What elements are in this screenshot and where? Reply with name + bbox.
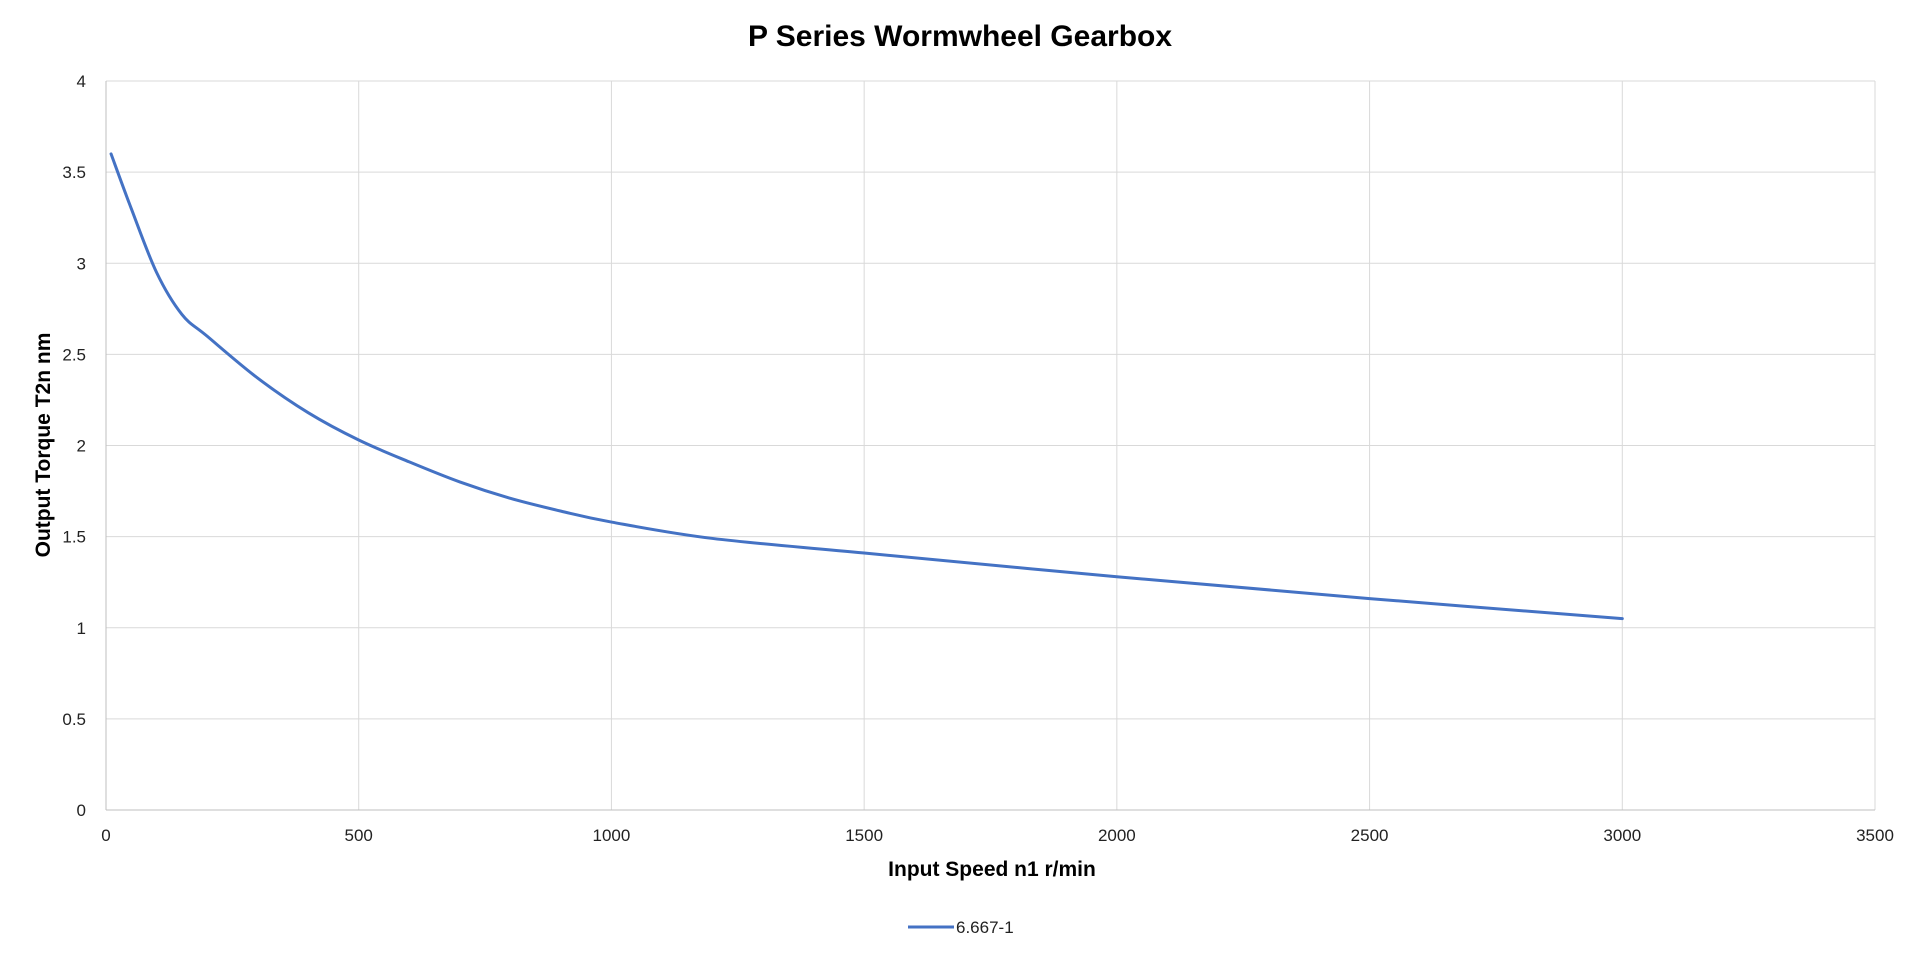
y-tick-label: 1 (77, 619, 86, 638)
y-tick-label: 3 (77, 254, 86, 273)
x-tick-label: 3500 (1856, 826, 1894, 845)
data-point (711, 537, 714, 540)
y-tick-label: 3.5 (62, 163, 86, 182)
legend: 6.667-1 (908, 918, 1014, 937)
data-point (559, 510, 562, 513)
data-point (256, 377, 259, 380)
x-tick-label: 2000 (1098, 826, 1136, 845)
x-tick-label: 1500 (845, 826, 883, 845)
data-point (1115, 575, 1118, 578)
y-tick-label: 0 (77, 801, 86, 820)
data-point (307, 411, 310, 414)
data-point (610, 521, 613, 524)
series-layer (109, 152, 1624, 621)
data-point (110, 152, 113, 155)
y-tick-label: 1.5 (62, 528, 86, 547)
data-point (155, 271, 158, 274)
x-axis-title: Input Speed n1 r/min (888, 858, 1096, 881)
y-tick-label: 0.5 (62, 710, 86, 729)
data-point (357, 439, 360, 442)
y-tick-label: 2.5 (62, 345, 86, 364)
data-point (180, 313, 183, 316)
y-axis-title: Output Torque T2n nm (32, 333, 55, 558)
x-tick-label: 500 (345, 826, 373, 845)
data-point (863, 552, 866, 555)
data-point (1621, 617, 1624, 620)
x-tick-label: 2500 (1351, 826, 1389, 845)
series-line-0 (109, 152, 1624, 621)
legend-label: 6.667-1 (956, 918, 1014, 937)
data-point (130, 207, 133, 210)
tick-labels: 0 0.5 1 1.5 2 2.5 3 3.5 4 0 500 1000 1500 2000 2500 300… (62, 72, 1894, 845)
data-point (408, 460, 411, 463)
chart-title: P Series Wormwheel Gearbox (748, 20, 1172, 53)
axes (105, 81, 1875, 811)
data-point (1368, 597, 1371, 600)
grid (106, 80, 1876, 810)
data-point (509, 497, 512, 500)
x-tick-label: 0 (101, 826, 110, 845)
y-tick-label: 2 (77, 437, 86, 456)
y-tick-label: 4 (77, 72, 86, 91)
data-point (206, 335, 209, 338)
x-tick-label: 1000 (593, 826, 631, 845)
data-point (458, 480, 461, 483)
x-tick-label: 3000 (1603, 826, 1641, 845)
